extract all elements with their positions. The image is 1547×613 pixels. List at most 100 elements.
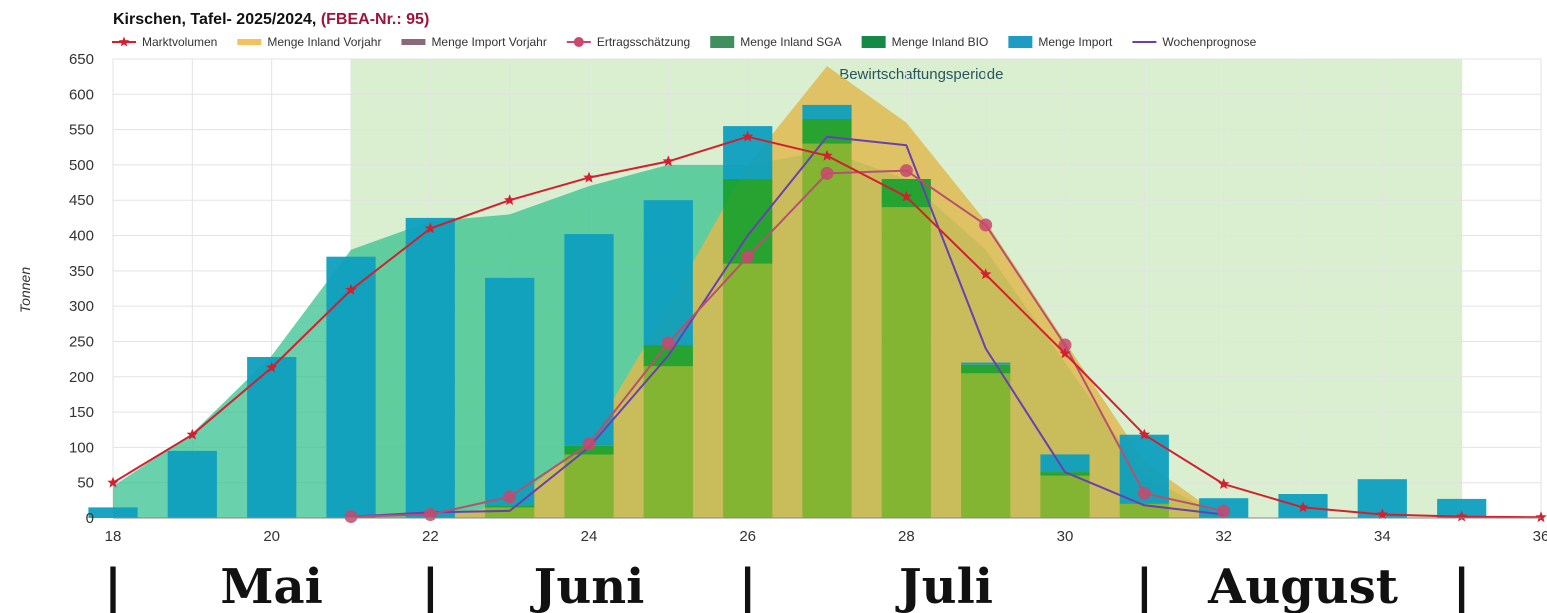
bar-import — [1437, 498, 1487, 518]
y-tick-label: 550 — [69, 122, 94, 139]
bar-inland-bio — [802, 119, 852, 144]
bar-inland-sga — [1040, 475, 1090, 518]
x-tick-label: 24 — [581, 528, 598, 545]
legend-label: Wochenprognose — [1162, 35, 1256, 49]
y-tick-label: 450 — [69, 192, 94, 209]
bar-import — [247, 357, 297, 518]
bar-series — [88, 104, 1487, 519]
bar-import — [643, 200, 693, 345]
point-marktvolumen — [266, 361, 278, 373]
chart-title: Kirschen, Tafel- 2025/2024, (FBEA-Nr.: 9… — [113, 11, 429, 28]
point-marktvolumen — [345, 283, 357, 295]
x-tick-label: 34 — [1374, 528, 1391, 545]
point-marktvolumen — [900, 190, 912, 202]
x-tick-label: 22 — [422, 528, 439, 545]
point-marktvolumen — [742, 130, 754, 142]
month-label: Juli — [895, 559, 993, 613]
legend-marker — [118, 36, 130, 47]
point-marktvolumen — [1218, 478, 1230, 489]
x-tick-label: 32 — [1215, 528, 1232, 545]
month-label: Juni — [530, 559, 645, 613]
legend-item: Menge Inland SGA — [710, 35, 842, 49]
legend-marker — [573, 37, 584, 47]
point-marktvolumen — [1138, 428, 1150, 440]
line-series — [107, 130, 1547, 524]
x-tick-label: 36 — [1533, 528, 1547, 545]
month-separator: | — [104, 559, 122, 613]
point-marktvolumen — [662, 155, 674, 167]
line-ertragsschaetzung — [350, 169, 1224, 518]
y-tick-label: 500 — [69, 157, 94, 174]
bar-import — [802, 104, 852, 119]
point-ertragsschaetzung — [1217, 504, 1231, 518]
month-label: August — [1207, 559, 1398, 613]
point-marktvolumen — [583, 171, 595, 183]
legend-label: Menge Inland BIO — [892, 35, 989, 49]
legend-item: Menge Inland Vorjahr — [237, 35, 381, 49]
point-ertragsschaetzung — [979, 218, 993, 232]
chart-title-main: Kirschen, Tafel- 2025/2024, — [113, 11, 321, 28]
point-ertragsschaetzung — [503, 490, 517, 504]
y-tick-label: 150 — [69, 404, 94, 421]
month-labels: | | | | | Mai Juni Juli August — [104, 559, 1470, 613]
legend-label: Menge Inland SGA — [740, 35, 841, 49]
line-wochenprognose — [350, 135, 1224, 518]
bar-import — [1040, 454, 1090, 473]
chart-title-accent: (FBEA-Nr.: 95) — [321, 11, 429, 28]
point-marktvolumen — [1059, 347, 1071, 359]
legend-label: Menge Inland Vorjahr — [267, 35, 381, 49]
point-ertragsschaetzung — [1137, 486, 1151, 500]
legend-swatch — [401, 39, 426, 45]
bar-inland-sga — [881, 207, 931, 519]
bar-inland-sga — [643, 366, 693, 518]
point-ertragsschaetzung — [344, 510, 358, 524]
bar-import — [564, 234, 614, 446]
point-marktvolumen — [186, 428, 198, 440]
bar-inland-sga — [802, 143, 852, 518]
y-tick-label: 0 — [86, 510, 94, 527]
point-ertragsschaetzung — [661, 336, 675, 350]
bar-inland-bio — [485, 505, 535, 508]
bar-import — [961, 362, 1011, 365]
bar-inland-bio — [1040, 472, 1090, 476]
legend-item: Menge Import — [1008, 35, 1113, 49]
bar-inland-bio — [723, 179, 773, 264]
bar-import — [167, 450, 217, 518]
bar-import — [88, 507, 138, 518]
point-marktvolumen — [1376, 508, 1388, 520]
bar-inland-sga — [564, 454, 614, 518]
legend-item: Marktvolumen — [112, 35, 217, 49]
y-axis-label: Tonnen — [17, 267, 33, 313]
x-tick-label: 18 — [105, 528, 122, 545]
bar-inland-sga — [961, 373, 1011, 518]
x-tick-label: 20 — [263, 528, 280, 545]
y-tick-label: 50 — [77, 475, 94, 492]
point-marktvolumen — [1456, 510, 1468, 522]
month-separator: | — [1453, 559, 1471, 613]
point-marktvolumen — [424, 222, 436, 234]
legend-label: Ertragsschätzung — [597, 35, 690, 49]
legend-item: Menge Import Vorjahr — [401, 35, 547, 49]
legend-swatch — [1008, 36, 1033, 48]
point-ertragsschaetzung — [423, 507, 437, 521]
legend-swatch — [710, 36, 735, 48]
y-tick-label: 200 — [69, 369, 94, 386]
legend-item: Menge Inland BIO — [861, 35, 989, 49]
month-label: Mai — [220, 559, 322, 613]
bar-inland-sga — [723, 263, 773, 518]
legend-item: Ertragsschätzung — [566, 35, 690, 49]
bar-inland-sga — [485, 507, 535, 518]
legend-label: Marktvolumen — [142, 35, 217, 49]
point-marktvolumen — [1535, 511, 1547, 523]
x-tick-label: 28 — [898, 528, 915, 545]
month-separator: | — [1136, 559, 1154, 613]
point-marktvolumen — [107, 476, 119, 488]
y-tick-label: 350 — [69, 263, 94, 280]
y-tick-label: 600 — [69, 86, 94, 103]
point-marktvolumen — [1297, 501, 1309, 513]
point-marktvolumen — [504, 194, 516, 206]
y-tick-label: 100 — [69, 439, 94, 456]
point-marktvolumen — [821, 149, 833, 161]
x-tick-label: 26 — [739, 528, 756, 545]
